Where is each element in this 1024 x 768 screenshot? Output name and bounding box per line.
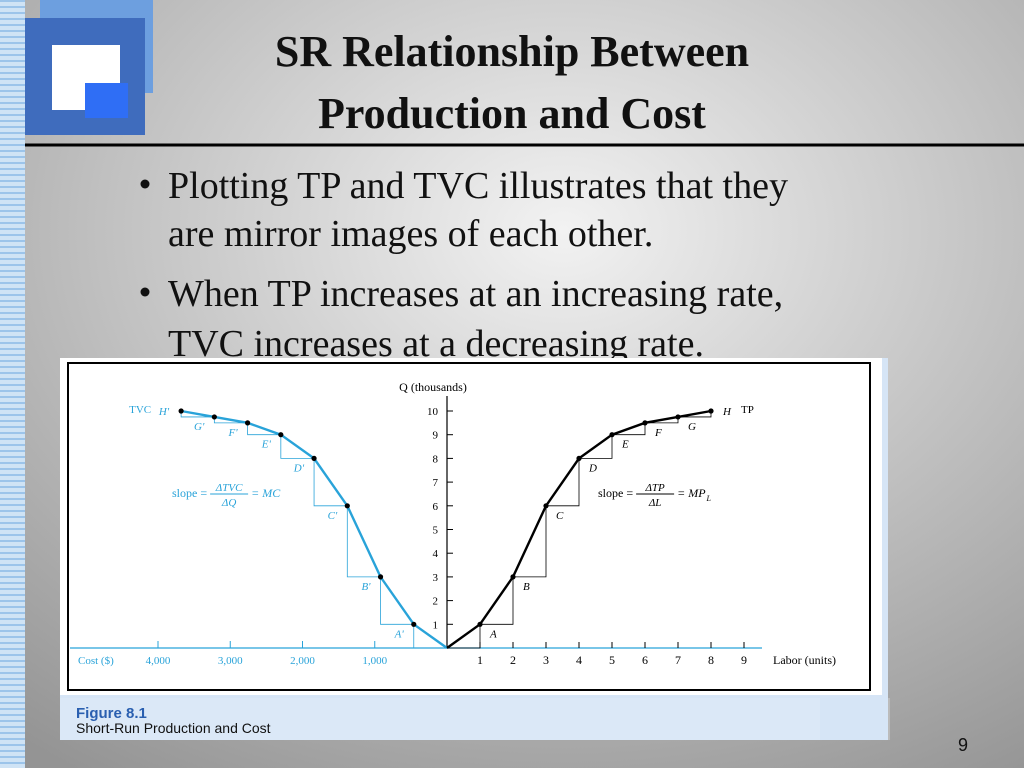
point-label: D' (293, 462, 305, 474)
step (247, 422, 281, 436)
point-label: E (621, 439, 629, 451)
chart-box (67, 362, 871, 691)
figure-caption: Short-Run Production and Cost (76, 720, 271, 736)
step (380, 576, 414, 625)
y-tick-label: 3 (433, 572, 439, 584)
bullet-text: When TP increases at an increasing rate, (168, 273, 783, 315)
point (278, 432, 284, 438)
x-tick-label: 8 (708, 653, 714, 667)
point (642, 420, 648, 426)
x-axis-label: Labor (units) (773, 653, 836, 667)
y-tick-label: 2 (433, 596, 439, 608)
x-tick-label: 1 (477, 653, 483, 667)
point (708, 408, 714, 414)
annotation-subscript: L (706, 494, 712, 503)
point (377, 574, 384, 580)
annotation-text: = MP (677, 486, 706, 500)
x-tick-label: 2 (510, 653, 516, 667)
side-strip (0, 0, 25, 768)
slide-title: Production and Cost (318, 89, 706, 138)
step (313, 458, 348, 507)
bullet (140, 179, 150, 189)
annotation-denominator: ΔL (648, 497, 662, 509)
y-tick-label: 7 (433, 477, 439, 489)
bullet-text: Plotting TP and TVC illustrates that the… (168, 165, 788, 207)
x-tick-label: 6 (642, 653, 648, 667)
annotation-text: slope = (598, 486, 633, 500)
x2-tick-label: 4,000 (146, 655, 171, 667)
bullet (140, 287, 150, 297)
annotation-numerator: ΔTVC (215, 482, 243, 494)
point (576, 455, 582, 461)
series-name: TP (741, 404, 754, 416)
point-label: D (588, 462, 597, 474)
caption-band (60, 698, 820, 740)
bullet-text: are mirror images of each other. (168, 213, 653, 255)
y-tick-label: 8 (433, 453, 439, 465)
point-label: C' (328, 510, 338, 522)
figure-title: Figure 8.1 (76, 705, 147, 722)
y-tick-label: 4 (433, 548, 439, 560)
y-tick-label: 9 (433, 430, 439, 442)
point-label: B (523, 581, 530, 593)
point (244, 420, 251, 426)
point-label: F' (228, 427, 239, 439)
x-tick-label: 5 (609, 653, 615, 667)
step (480, 576, 514, 625)
slide-title: SR Relationship Between (275, 27, 749, 76)
deco-square (85, 83, 128, 118)
step (579, 434, 613, 459)
divider (888, 698, 890, 740)
point (178, 408, 184, 414)
point (344, 503, 350, 509)
point (675, 414, 681, 420)
annotation-numerator: ΔTP (644, 482, 665, 494)
step (447, 624, 481, 649)
point (609, 432, 615, 438)
x2-tick-label: 3,000 (218, 655, 243, 667)
y-tick-label: 5 (433, 525, 439, 537)
step (612, 422, 646, 436)
page-number: 9 (958, 735, 968, 755)
x-tick-label: 7 (675, 653, 681, 667)
point-label: C (556, 510, 564, 522)
chart: Q (thousands) Labor (units) Cost ($) 1 2 3 4 5 6… (70, 380, 836, 667)
step (546, 458, 580, 507)
point (211, 414, 217, 420)
x-tick-label: 4 (576, 653, 582, 667)
point-label: H (722, 406, 732, 418)
y-tick-label: 6 (433, 501, 439, 513)
point (311, 455, 317, 461)
step (280, 434, 315, 459)
point-label: E' (261, 439, 272, 451)
annotation-denominator: ΔQ (221, 497, 236, 509)
annotation-text: slope = (172, 486, 207, 500)
annotation-text: = MC (251, 486, 281, 500)
point-label: G' (194, 421, 205, 433)
x-tick-label: 3 (543, 653, 549, 667)
x2-axis-label: Cost ($) (78, 655, 114, 667)
y-tick-label: 10 (427, 406, 439, 418)
point-label: B' (361, 581, 371, 593)
point (543, 503, 549, 509)
point-label: A (489, 628, 497, 640)
point-label: A' (394, 628, 405, 640)
step (413, 624, 447, 649)
point-label: F (654, 427, 662, 439)
step (346, 505, 381, 578)
point (477, 621, 483, 627)
x2-tick-label: 2,000 (290, 655, 315, 667)
point-label: G (688, 421, 696, 433)
x-tick-label: 9 (741, 653, 747, 667)
series-name: TVC (129, 404, 151, 416)
point (510, 574, 516, 580)
y-tick-label: 1 (433, 619, 439, 631)
step (513, 505, 547, 578)
point (411, 621, 417, 627)
y-axis-label: Q (thousands) (399, 380, 467, 394)
x2-tick-label: 1,000 (362, 655, 387, 667)
point-label: H' (158, 406, 170, 418)
